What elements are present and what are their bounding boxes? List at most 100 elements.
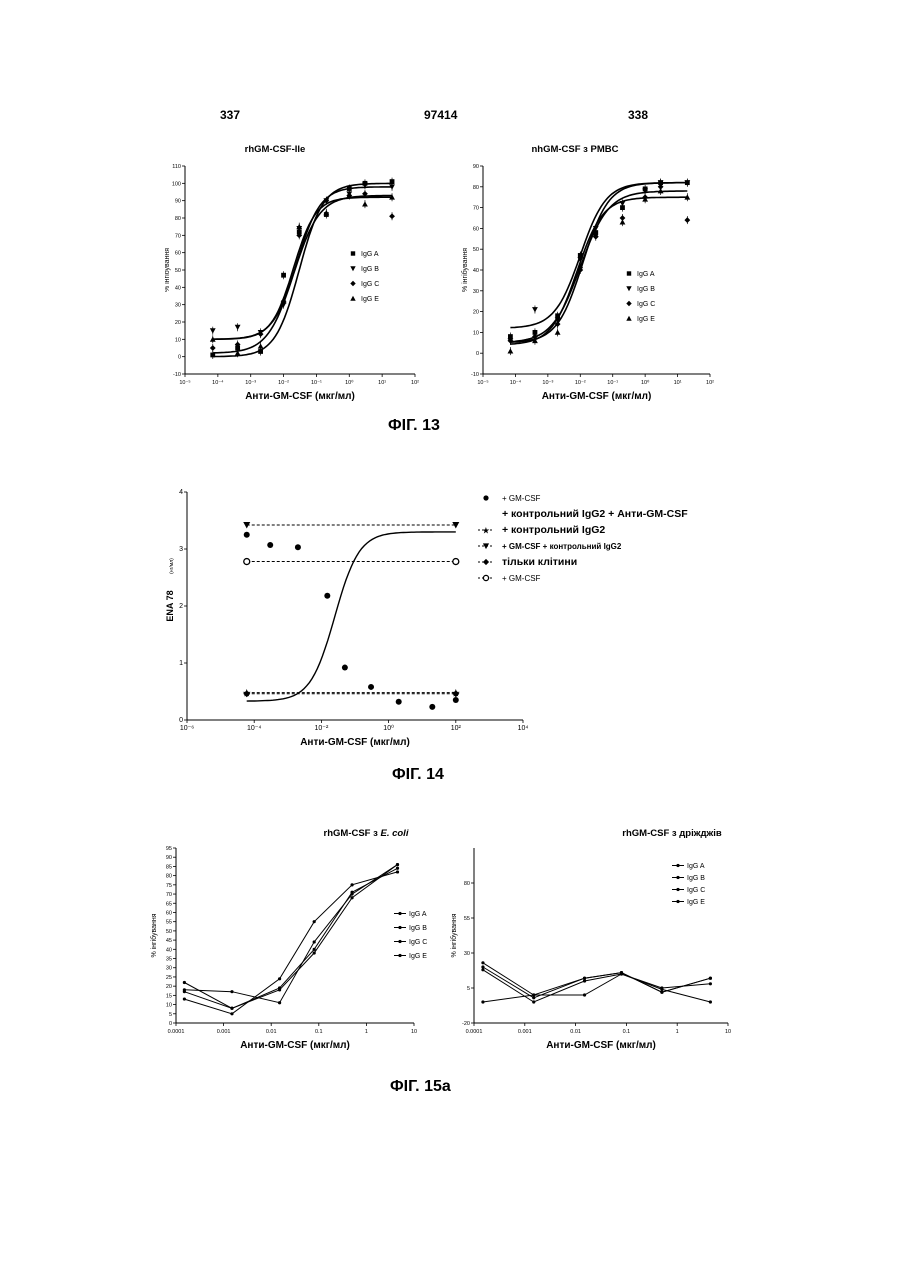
data-point [532,1000,535,1003]
data-point [281,273,286,278]
x-tick-label: 0.01 [266,1029,277,1035]
x-tick-label: 10⁻⁴ [247,725,262,732]
x-tick-label: 10⁻³ [542,380,553,386]
fit-curve [213,196,392,353]
data-point [532,307,538,312]
x-tick-label: 10⁰ [383,724,394,732]
x-tick-label: 10² [451,725,462,732]
y-tick-label: 10 [166,1003,172,1009]
y-tick-label: 80 [175,216,181,222]
data-point [396,699,402,705]
chart-fig15a-right: -2053055800.00010.0010.010.1110Анти-GM-C… [450,848,731,1051]
y-tick-label: 50 [175,268,181,274]
x-tick-label: 10 [411,1029,417,1035]
data-point [555,330,561,335]
legend-label: IgG E [361,296,379,303]
series [481,965,712,999]
legend-marker [626,286,631,291]
legend-label: + GM-CSF + контрольний IgG2 [502,542,622,551]
data-point [350,891,353,894]
data-point [295,544,301,550]
y-tick-label: 0 [476,351,479,357]
series [481,968,712,1003]
series-line [184,872,397,1014]
legend-marker [398,926,401,929]
y-tick-label: 40 [175,285,181,291]
chart-title: rhGM-CSF з E. coli [324,828,409,839]
legend-marker [483,559,489,565]
series [244,532,459,710]
x-tick-label: 10⁻⁵ [179,379,190,386]
y-tick-label: 10 [473,330,479,336]
legend-label: IgG E [409,953,427,960]
fit-curve [510,183,687,328]
data-point [481,965,484,968]
legend-label: + GM-CSF [502,574,541,583]
x-tick-label: 10⁻⁴ [510,379,522,386]
y-tick-label: 0 [169,1021,172,1027]
figure-15a: rhGM-CSF з E. coli rhGM-CSF з дріжджів 0… [140,820,760,1070]
data-point [313,951,316,954]
y-axis-label: % інгібування [165,248,171,292]
x-tick-label: 10⁻⁴ [212,379,224,386]
y-tick-label: 90 [166,855,172,861]
y-tick-label: 80 [464,881,470,887]
data-point [709,982,712,985]
data-point [210,328,216,333]
legend-label: IgG B [361,266,379,273]
data-point [660,991,663,994]
data-point [481,1000,484,1003]
data-point [235,325,241,330]
y-tick-label: 30 [166,966,172,972]
y-tick-label: 0 [179,717,183,724]
data-point [342,665,348,671]
data-point [508,348,514,353]
legend-marker [676,888,679,891]
y-axis-label: % інгібування [461,248,469,292]
series [508,179,691,345]
y-tick-label: 60 [473,226,479,232]
x-axis-label: Анти-GM-CSF (мкг/мл) [245,391,355,402]
data-point [278,988,281,991]
data-point [583,979,586,982]
fit-curve [510,191,687,342]
x-tick-label: 10⁻¹ [607,380,618,386]
series [210,191,395,357]
chart-fig13-left: -10010203040506070809010011010⁻⁵10⁻⁴10⁻³… [165,164,419,402]
data-point [709,1000,712,1003]
left-page-number: 337 [220,108,240,122]
legend: IgG AIgG BIgG CIgG E [394,911,427,960]
data-point [313,948,316,951]
y-tick-label: 30 [464,951,470,957]
chart-fig15a-left: 051015202530354045505560657075808590950.… [150,846,427,1051]
y-tick-label: 60 [166,910,172,916]
series [243,522,459,529]
x-tick-label: 10⁰ [641,379,650,386]
y-axis-label: % інгібування [150,913,158,957]
legend-marker [676,900,679,903]
series [183,867,399,1010]
x-tick-label: 10⁻³ [245,380,256,386]
y-tick-label: 0 [178,355,181,361]
x-tick-label: 0.1 [623,1029,631,1035]
data-point [389,213,395,219]
legend-label: + контрольний IgG2 [502,524,605,536]
y-tick-label: 70 [473,206,479,212]
data-point [368,684,374,690]
series [183,870,399,1015]
data-point [429,704,435,710]
x-axis-label: Анти-GM-CSF (мкг/мл) [546,1040,656,1051]
data-point [532,996,535,999]
data-point [313,940,316,943]
y-tick-label: 80 [166,874,172,880]
x-tick-label: 0.1 [315,1029,323,1035]
legend-label: IgG E [637,316,655,323]
series-line [184,865,397,1009]
y-tick-label: 15 [166,993,172,999]
y-tick-label: 55 [464,916,470,922]
y-tick-label: 50 [166,929,172,935]
data-point [244,559,250,565]
data-point [230,990,233,993]
legend: IgG AIgG BIgG CIgG E [626,271,655,323]
legend-marker [483,495,488,500]
